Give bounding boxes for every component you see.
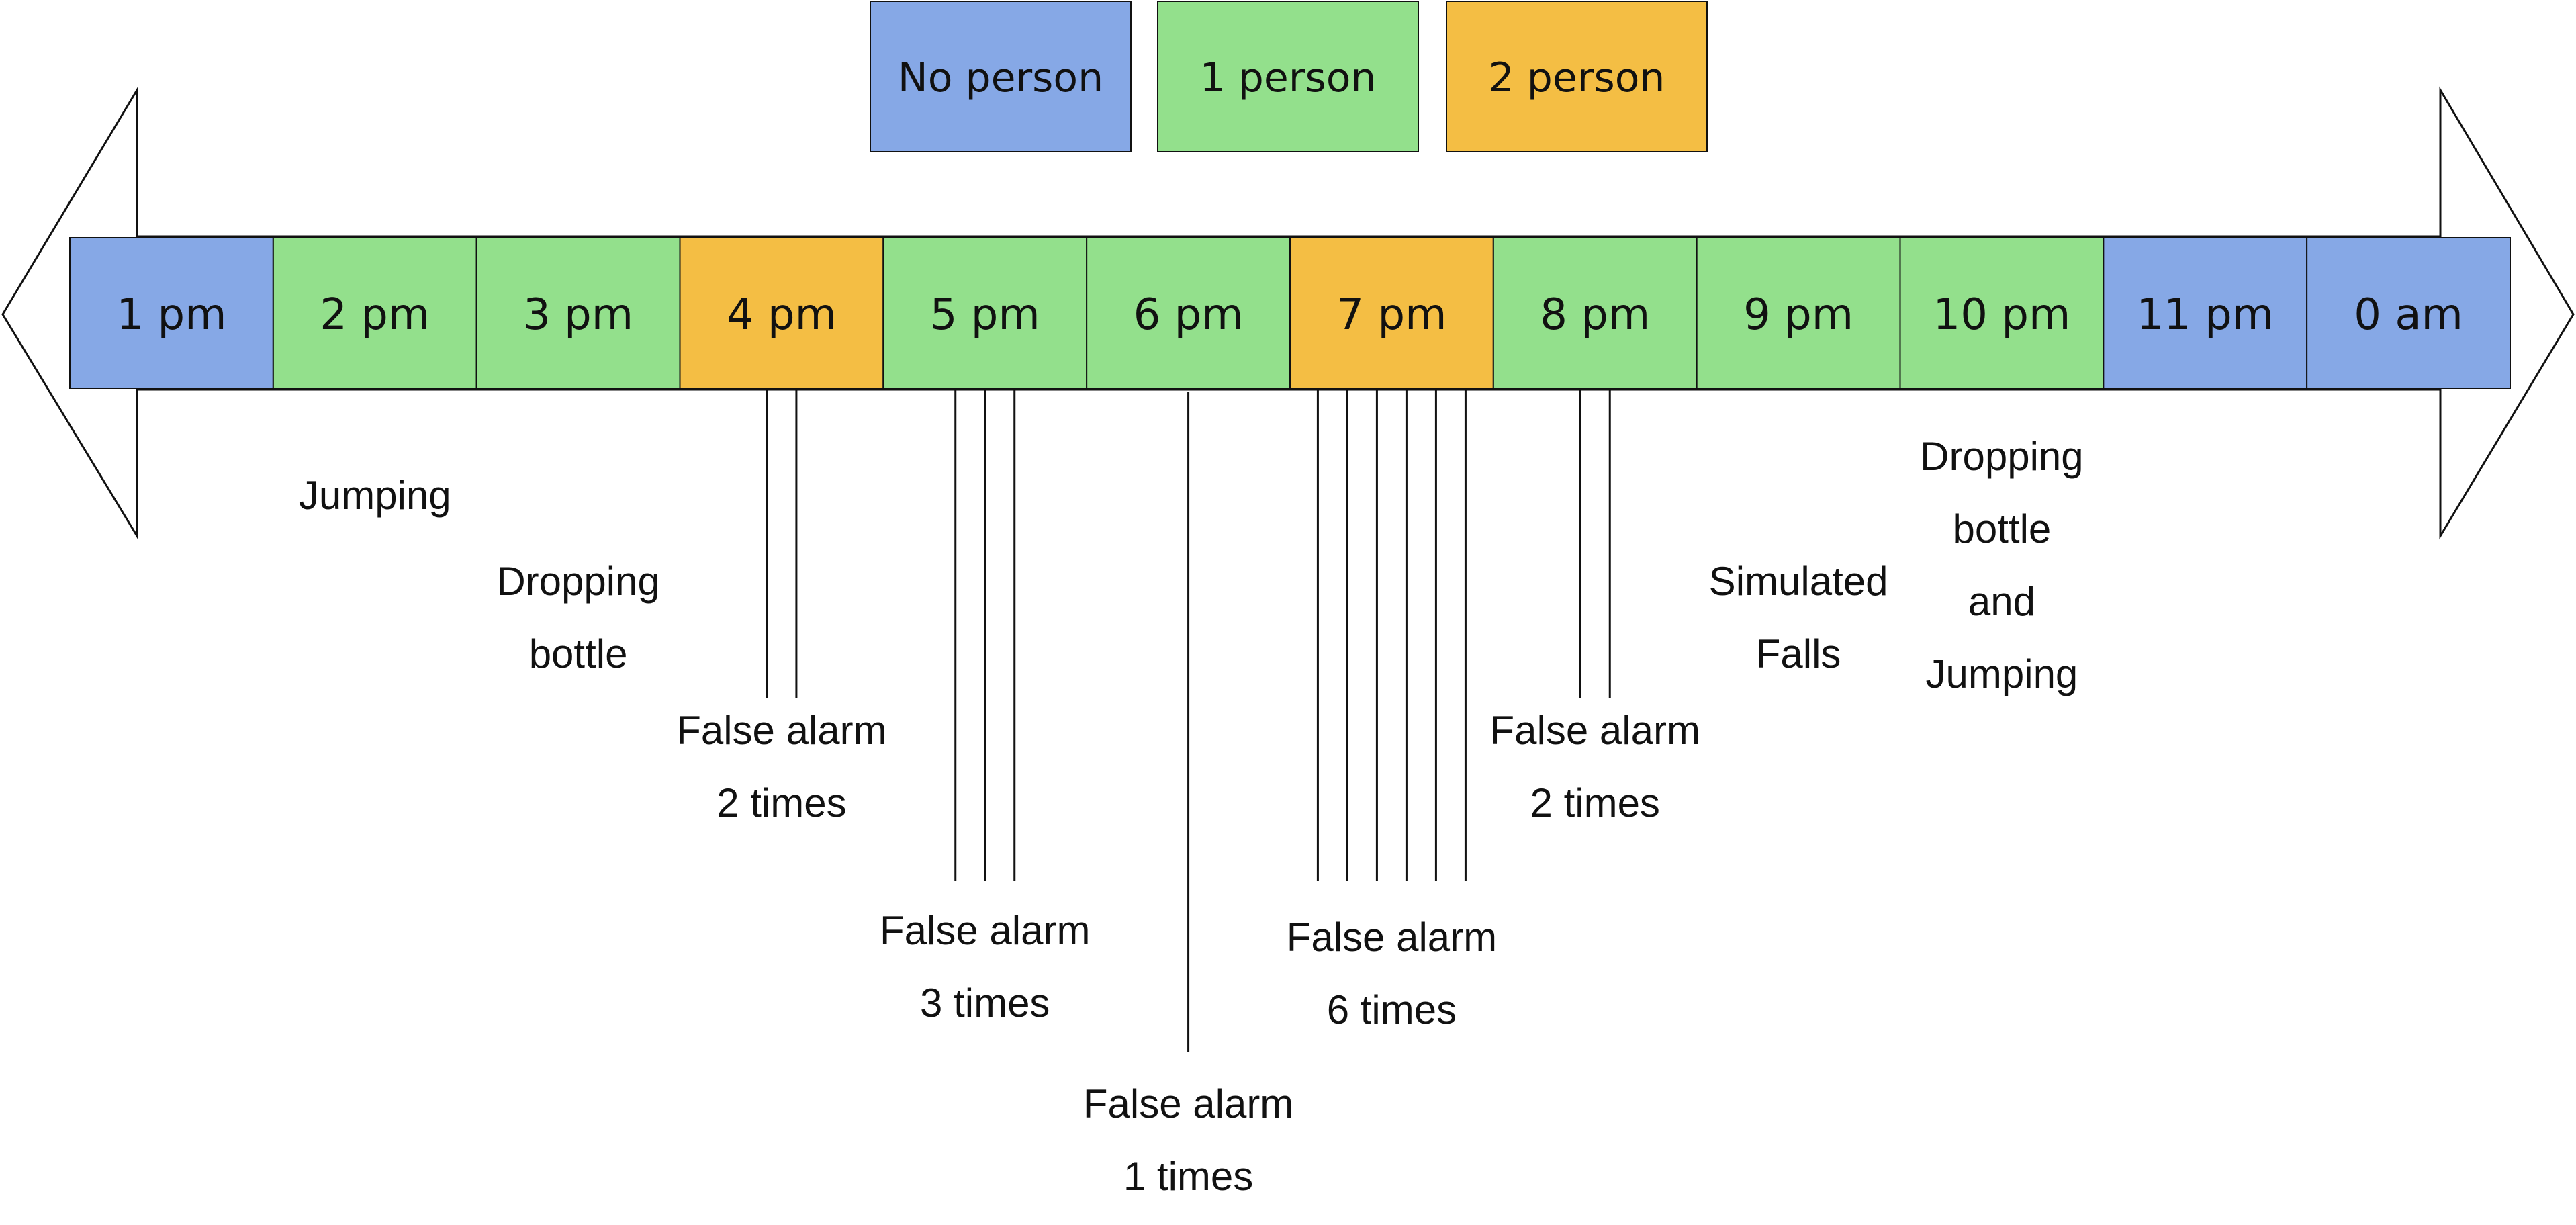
timeline-bar: 1 pm 2 pm 3 pm 4 pm 5 pm 6 pm 7 pm 8 pm 9 pm 10 p…: [69, 237, 2512, 389]
marker-group-4-pm: [766, 390, 798, 698]
timeline-cell-7-pm: 7 pm: [1289, 237, 1494, 389]
timeline-cell-6-pm: 6 pm: [1086, 237, 1291, 389]
timeline-cell-label: 10 pm: [1933, 290, 2071, 340]
annotation-text-line: False alarm: [880, 908, 1090, 953]
annotation-6-pm: False alarm 1 times: [1083, 1081, 1293, 1199]
annotation-text-line: Dropping: [1920, 434, 2084, 479]
annotation-text-line: False alarm: [1490, 708, 1700, 753]
legend: No person 1 person 2 person: [870, 1, 1708, 152]
timeline-cell-fill: [1696, 237, 1901, 389]
marker-group-5-pm: [954, 390, 1016, 881]
annotation-text-line: Jumping: [1926, 651, 2078, 696]
annotation-text-line: bottle: [529, 631, 628, 676]
timeline-cell-8-pm: 8 pm: [1492, 237, 1698, 389]
timeline-cell-11-pm: 11 pm: [2103, 237, 2308, 389]
timeline-cell-9-pm: 9 pm: [1696, 237, 1901, 389]
annotation-text-line: False alarm: [1287, 915, 1497, 960]
timeline-cell-fill: [2103, 237, 2308, 389]
timeline-cell-label: 0 am: [2354, 290, 2463, 340]
annotation-text-line: 2 times: [717, 780, 846, 825]
annotation-8-pm: False alarm 2 times: [1490, 708, 1700, 825]
legend-swatch: [1446, 1, 1708, 152]
timeline-cell-label: 8 pm: [1540, 290, 1650, 340]
timeline-cell-fill: [1289, 237, 1494, 389]
annotation-text-line: 3 times: [920, 981, 1050, 1026]
timeline-cell-fill: [882, 237, 1088, 389]
annotation-text-line: Jumping: [299, 473, 451, 518]
timeline-cell-fill: [1492, 237, 1698, 389]
annotation-2-pm: Jumping: [299, 473, 451, 518]
timeline-cell-0-am: 0 am: [2306, 237, 2512, 389]
legend-label: 2 person: [1489, 54, 1665, 101]
annotation-9-pm: Simulated Falls: [1709, 559, 1888, 676]
annotation-10-pm: Dropping bottle and Jumping: [1920, 434, 2084, 696]
timeline-cell-fill: [679, 237, 884, 389]
timeline-cell-fill: [2306, 237, 2512, 389]
annotation-text-line: bottle: [1953, 506, 2052, 551]
annotation-text-line: 2 times: [1530, 780, 1660, 825]
marker-group-8-pm: [1579, 390, 1611, 698]
annotation-7-pm: False alarm 6 times: [1287, 915, 1497, 1032]
legend-item-no-person: No person: [870, 1, 1132, 152]
annotation-text-line: Falls: [1756, 631, 1841, 676]
timeline-cell-label: 6 pm: [1134, 290, 1244, 340]
timeline-cell-fill: [475, 237, 681, 389]
legend-item-2-person: 2 person: [1446, 1, 1708, 152]
timeline-cell-fill: [272, 237, 477, 389]
timeline-cell-label: 9 pm: [1743, 290, 1853, 340]
annotation-text-line: 6 times: [1327, 987, 1457, 1032]
timeline-cell-label: 2 pm: [320, 290, 430, 340]
event-markers: [766, 390, 1611, 1052]
timeline-cell-2-pm: 2 pm: [272, 237, 477, 389]
timeline-cell-fill: [1086, 237, 1291, 389]
annotation-text-line: 1 times: [1123, 1154, 1253, 1199]
timeline-cell-label: 3 pm: [523, 290, 633, 340]
timeline-cell-10-pm: 10 pm: [1899, 237, 2105, 389]
timeline-cell-label: 11 pm: [2136, 290, 2274, 340]
annotation-text-line: Dropping: [496, 559, 660, 604]
legend-item-1-person: 1 person: [1157, 1, 1419, 152]
timeline-cell-label: 4 pm: [727, 290, 837, 340]
legend-swatch: [870, 1, 1132, 152]
timeline-cell-5-pm: 5 pm: [882, 237, 1088, 389]
timeline-cell-label: 5 pm: [930, 290, 1040, 340]
legend-swatch: [1157, 1, 1419, 152]
annotation-text-line: False alarm: [676, 708, 886, 753]
legend-label: No person: [898, 54, 1103, 101]
annotation-4-pm: False alarm 2 times: [676, 708, 886, 825]
timeline-cell-1-pm: 1 pm: [69, 237, 274, 389]
legend-label: 1 person: [1200, 54, 1377, 101]
timeline-cell-label: 7 pm: [1336, 290, 1446, 340]
timeline-cell-3-pm: 3 pm: [475, 237, 681, 389]
marker-group-7-pm: [1316, 390, 1467, 881]
annotation-text-line: and: [1968, 579, 2035, 624]
annotation-5-pm: False alarm 3 times: [880, 908, 1090, 1026]
annotation-text-line: False alarm: [1083, 1081, 1293, 1126]
timeline-cell-fill: [69, 237, 274, 389]
timeline-cell-label: 1 pm: [116, 290, 226, 340]
timeline-cell-4-pm: 4 pm: [679, 237, 884, 389]
annotation-text-line: Simulated: [1709, 559, 1888, 604]
timeline-cell-fill: [1899, 237, 2105, 389]
annotation-3-pm: Dropping bottle: [496, 559, 660, 676]
